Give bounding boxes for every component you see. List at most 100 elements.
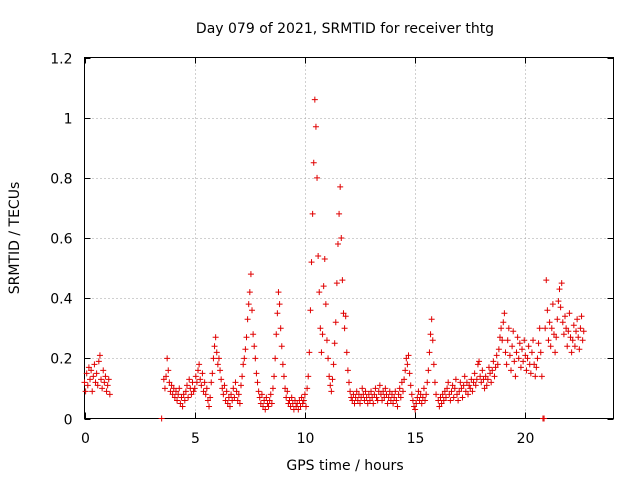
data-point xyxy=(462,388,469,395)
data-point xyxy=(239,373,246,380)
data-point xyxy=(490,358,497,365)
data-point xyxy=(473,376,480,383)
data-point xyxy=(229,397,236,404)
data-point xyxy=(221,382,228,389)
data-point xyxy=(380,388,387,395)
data-point xyxy=(538,373,545,380)
data-point xyxy=(426,349,433,356)
data-point xyxy=(472,382,479,389)
data-point xyxy=(451,385,458,392)
data-point xyxy=(554,316,561,323)
data-point xyxy=(413,400,420,407)
data-point xyxy=(575,334,582,341)
data-point xyxy=(452,376,459,383)
x-axis-label: GPS time / hours xyxy=(286,458,403,474)
data-point xyxy=(477,373,484,380)
data-point xyxy=(255,388,262,395)
data-point xyxy=(557,304,564,311)
data-point xyxy=(533,364,540,371)
data-point xyxy=(455,397,462,404)
data-point xyxy=(306,349,313,356)
y-axis: 0 0.2 0.4 0.6 0.8 1 1.2 xyxy=(50,52,614,429)
y-tick-label: 0.2 xyxy=(50,352,72,368)
data-point xyxy=(175,391,182,398)
data-point xyxy=(336,210,343,217)
data-point xyxy=(446,391,453,398)
data-point xyxy=(420,385,427,392)
data-point xyxy=(340,310,347,317)
data-point xyxy=(483,382,490,389)
data-point xyxy=(346,379,352,386)
data-point xyxy=(370,400,377,407)
data-point xyxy=(401,376,408,383)
data-point xyxy=(338,235,345,241)
data-point xyxy=(249,307,256,314)
y-tick-label: 1.2 xyxy=(50,52,72,68)
data-point xyxy=(327,382,334,389)
data-point xyxy=(531,361,538,368)
data-point xyxy=(439,391,446,398)
data-point xyxy=(88,367,95,374)
data-point xyxy=(228,391,235,398)
data-point xyxy=(568,349,575,356)
data-point xyxy=(379,397,386,404)
data-point xyxy=(574,316,581,323)
data-point xyxy=(363,394,370,401)
data-point xyxy=(501,310,508,317)
data-point xyxy=(244,316,251,323)
data-point xyxy=(569,337,576,344)
data-point xyxy=(371,391,378,398)
data-point xyxy=(437,394,444,401)
data-point xyxy=(444,385,451,392)
data-point xyxy=(226,403,233,410)
data-point xyxy=(250,331,257,338)
data-point xyxy=(298,394,305,401)
data-point xyxy=(235,391,242,398)
data-point xyxy=(407,382,414,389)
data-point xyxy=(361,397,368,404)
data-point xyxy=(280,373,287,380)
data-point xyxy=(192,373,199,380)
data-point xyxy=(199,370,206,377)
data-point xyxy=(505,325,512,332)
data-point xyxy=(468,376,475,383)
data-point xyxy=(160,376,167,383)
data-point xyxy=(225,394,232,401)
data-point xyxy=(87,376,94,383)
data-point xyxy=(482,373,489,380)
data-point xyxy=(449,382,456,389)
data-point xyxy=(448,388,455,395)
data-point xyxy=(559,319,566,326)
data-point xyxy=(295,406,302,413)
data-point xyxy=(81,379,88,386)
data-point xyxy=(494,361,501,368)
data-point xyxy=(254,379,261,386)
data-point xyxy=(174,397,181,404)
data-point xyxy=(158,415,165,422)
data-point xyxy=(311,96,318,103)
data-point xyxy=(106,391,113,398)
data-point xyxy=(279,361,286,368)
data-point xyxy=(552,349,559,356)
data-point xyxy=(349,397,356,404)
data-point xyxy=(287,403,294,410)
data-point xyxy=(400,388,407,395)
data-point xyxy=(321,256,328,263)
data-point xyxy=(580,328,587,335)
data-point xyxy=(414,394,421,401)
data-point xyxy=(165,367,172,374)
data-point xyxy=(200,388,207,395)
data-point xyxy=(543,277,550,284)
data-point xyxy=(176,385,183,392)
data-point xyxy=(459,394,466,401)
data-point xyxy=(465,391,472,398)
grid-lines xyxy=(84,57,614,419)
data-point xyxy=(269,385,276,392)
data-point xyxy=(276,301,283,308)
data-point xyxy=(209,370,216,377)
data-point xyxy=(360,391,367,398)
data-point xyxy=(435,397,442,404)
data-point xyxy=(263,394,270,401)
data-point xyxy=(314,174,321,181)
data-point xyxy=(167,388,174,395)
